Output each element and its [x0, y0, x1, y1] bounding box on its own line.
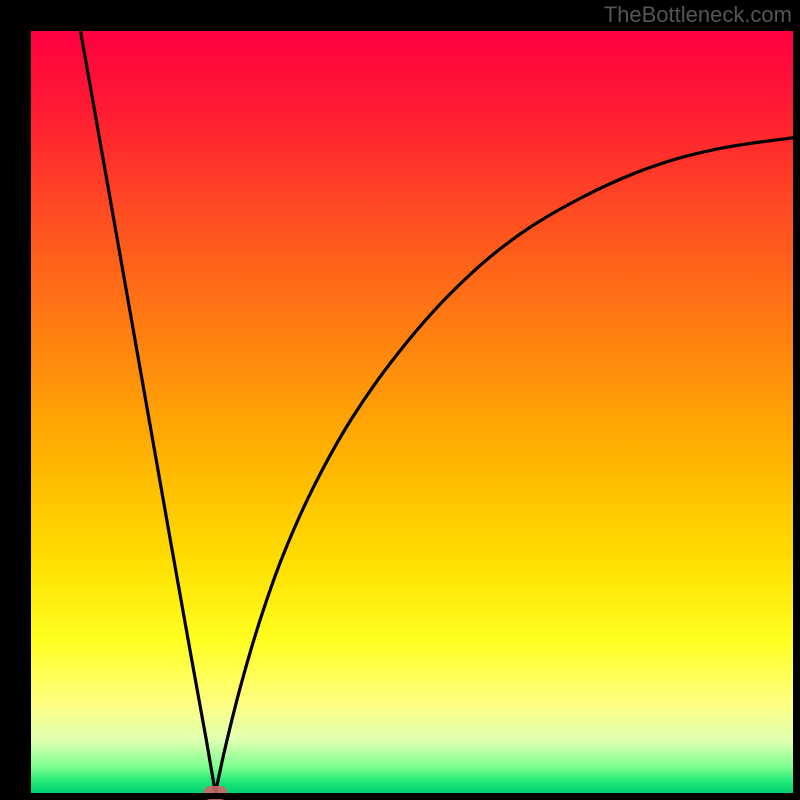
x-axis	[25, 793, 799, 799]
watermark-text: TheBottleneck.com	[604, 2, 792, 28]
plot-background	[31, 31, 793, 793]
y-axis	[25, 25, 31, 799]
chart-svg	[0, 0, 800, 800]
chart-stage: TheBottleneck.com	[0, 0, 800, 800]
